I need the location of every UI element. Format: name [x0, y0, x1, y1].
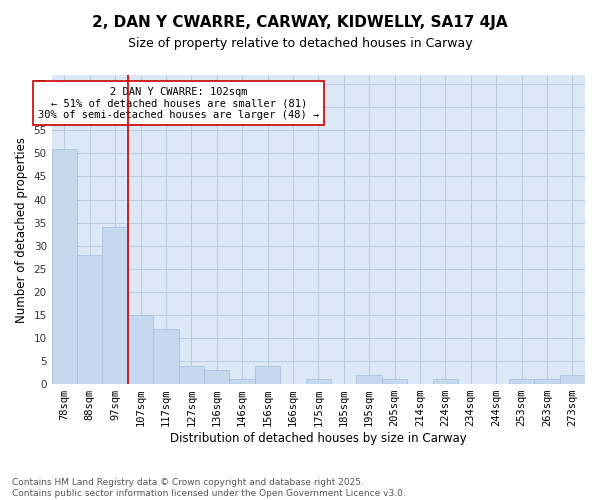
Bar: [560, 375, 585, 384]
Bar: [52, 149, 77, 384]
Bar: [356, 375, 382, 384]
Bar: [509, 380, 534, 384]
Bar: [305, 380, 331, 384]
Text: Size of property relative to detached houses in Carway: Size of property relative to detached ho…: [128, 38, 472, 51]
Bar: [128, 315, 153, 384]
Bar: [382, 380, 407, 384]
Y-axis label: Number of detached properties: Number of detached properties: [15, 136, 28, 322]
Text: 2, DAN Y CWARRE, CARWAY, KIDWELLY, SA17 4JA: 2, DAN Y CWARRE, CARWAY, KIDWELLY, SA17 …: [92, 15, 508, 30]
Bar: [534, 380, 560, 384]
Bar: [103, 227, 128, 384]
Bar: [77, 255, 103, 384]
Text: 2 DAN Y CWARRE: 102sqm
← 51% of detached houses are smaller (81)
30% of semi-det: 2 DAN Y CWARRE: 102sqm ← 51% of detached…: [38, 86, 319, 120]
Text: Contains HM Land Registry data © Crown copyright and database right 2025.
Contai: Contains HM Land Registry data © Crown c…: [12, 478, 406, 498]
Bar: [153, 328, 179, 384]
Bar: [179, 366, 204, 384]
X-axis label: Distribution of detached houses by size in Carway: Distribution of detached houses by size …: [170, 432, 467, 445]
Bar: [204, 370, 229, 384]
Bar: [433, 380, 458, 384]
Bar: [229, 380, 255, 384]
Bar: [255, 366, 280, 384]
